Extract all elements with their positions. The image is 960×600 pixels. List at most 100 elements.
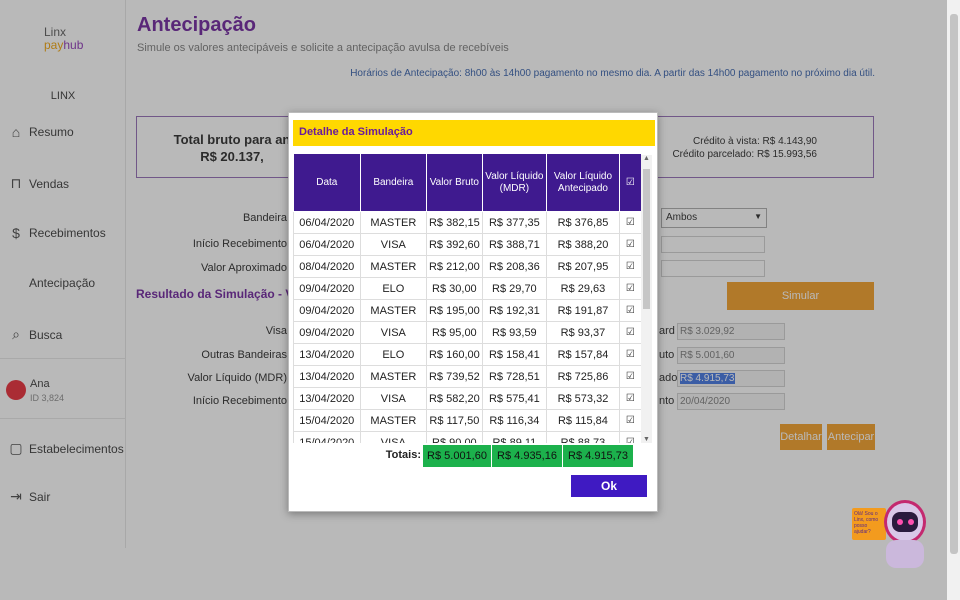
cell-bandeira: VISA: [359, 233, 428, 256]
sidebar-divider: [0, 418, 126, 419]
cell-data: 08/04/2020: [293, 255, 361, 278]
row-checkbox[interactable]: ☑: [618, 343, 643, 366]
shopping-bag-icon: ⊓: [10, 175, 22, 191]
cell-data: 09/04/2020: [293, 321, 361, 344]
simular-button[interactable]: Simular: [727, 282, 874, 310]
cell-valor-liquido: R$ 377,35: [481, 211, 548, 234]
logout-icon: ⇥: [10, 488, 22, 504]
row-checkbox[interactable]: ☑: [618, 409, 643, 432]
row-checkbox[interactable]: ☑: [618, 299, 643, 322]
row-checkbox[interactable]: ☑: [618, 211, 643, 234]
total-bruto-value: R$ 20.137,: [200, 149, 264, 164]
col-data[interactable]: Data: [293, 153, 361, 212]
cell-valor-antecipado: R$ 573,32: [546, 387, 620, 410]
modal-title: Detalhe da Simulação: [293, 120, 655, 146]
table-scrollbar-thumb[interactable]: [643, 169, 650, 309]
cell-valor-bruto: R$ 392,60: [426, 233, 483, 256]
simulation-table-wrapper: Data Bandeira Valor Bruto Valor Líquido …: [293, 153, 651, 443]
cell-valor-bruto: R$ 30,00: [426, 277, 483, 300]
valor-aproximado-field[interactable]: [661, 260, 765, 277]
page-scrollbar[interactable]: [947, 0, 960, 600]
inicio-recebimento-field[interactable]: [661, 236, 765, 253]
cell-valor-liquido: R$ 89,11: [481, 431, 548, 443]
table-row: 13/04/2020 ELO R$ 160,00 R$ 158,41 R$ 157,84…: [293, 343, 643, 366]
row-checkbox[interactable]: ☑: [618, 255, 643, 278]
simulation-table: Data Bandeira Valor Bruto Valor Líquido …: [293, 153, 643, 443]
sidebar-item-label: Antecipação: [29, 276, 96, 290]
cell-valor-antecipado: R$ 93,37: [546, 321, 620, 344]
detalhar-button[interactable]: Detalhar: [780, 424, 822, 450]
row-checkbox[interactable]: ☑: [618, 321, 643, 344]
avatar[interactable]: [6, 380, 26, 400]
cell-bandeira: MASTER: [359, 299, 428, 322]
cell-valor-antecipado: R$ 388,20: [546, 233, 620, 256]
page-scrollbar-thumb[interactable]: [950, 14, 958, 554]
credito-parcelado: Crédito parcelado: R$ 15.993,56: [672, 149, 817, 160]
cell-valor-bruto: R$ 160,00: [426, 343, 483, 366]
result-label-2: uto: [659, 349, 675, 361]
col-valor-bruto[interactable]: Valor Bruto: [426, 153, 483, 212]
outras-bandeiras-label: Outras Bandeiras: [201, 349, 287, 361]
col-bandeira[interactable]: Bandeira: [359, 153, 428, 212]
chatbot-widget[interactable]: Olá! Sou o Linx, como posso ajudar?: [852, 500, 932, 572]
cell-valor-liquido: R$ 29,70: [481, 277, 548, 300]
scroll-up-icon[interactable]: ▲: [643, 155, 650, 162]
scroll-down-icon[interactable]: ▼: [643, 436, 650, 443]
table-row: 09/04/2020 VISA R$ 95,00 R$ 93,59 R$ 93,37 ☑: [293, 321, 643, 344]
row-checkbox[interactable]: ☑: [618, 365, 643, 388]
page-title: Antecipação: [137, 14, 256, 36]
sidebar-item-antecipacao[interactable]: Antecipação: [29, 276, 95, 290]
result-label-1: ard: [659, 325, 675, 337]
cell-valor-liquido: R$ 192,31: [481, 299, 548, 322]
cell-valor-bruto: R$ 739,52: [426, 365, 483, 388]
sidebar-item-recebimentos[interactable]: $ Recebimentos: [8, 225, 106, 241]
total-bruto-label: Total bruto para an: [173, 132, 291, 147]
ok-button[interactable]: Ok: [571, 475, 647, 497]
chatbot-bubble[interactable]: Olá! Sou o Linx, como posso ajudar?: [852, 508, 886, 540]
sidebar-item-resumo[interactable]: ⌂ Resumo: [8, 124, 74, 140]
cell-valor-bruto: R$ 95,00: [426, 321, 483, 344]
cell-data: 13/04/2020: [293, 387, 361, 410]
bandeira-select[interactable]: Ambos ▼: [661, 208, 767, 228]
page-subtitle: Simule os valores antecipáveis e solicit…: [137, 42, 509, 54]
totals-label: Totais:: [385, 449, 421, 461]
row-checkbox[interactable]: ☑: [618, 277, 643, 300]
cell-valor-antecipado: R$ 207,95: [546, 255, 620, 278]
resultado-simulacao-title: Resultado da Simulação - Valor: [136, 287, 315, 301]
inicio-recebimento-result-label: Início Recebimento: [192, 395, 287, 407]
sidebar-item-busca[interactable]: ⌕ Busca: [8, 326, 62, 343]
cell-valor-liquido: R$ 575,41: [481, 387, 548, 410]
chevron-down-icon: ▼: [754, 212, 762, 221]
valor-aproximado-label: Valor Aproximado: [200, 262, 287, 274]
sidebar: Linx payhub LINX ⌂ Resumo ⊓ Vendas $ Rec…: [0, 0, 126, 548]
cell-valor-liquido: R$ 208,36: [481, 255, 548, 278]
table-row: 13/04/2020 MASTER R$ 739,52 R$ 728,51 R$ 725…: [293, 365, 643, 388]
row-checkbox[interactable]: ☑: [618, 233, 643, 256]
row-checkbox[interactable]: ☑: [618, 431, 643, 443]
cell-data: 06/04/2020: [293, 233, 361, 256]
simulation-table-body: 06/04/2020 MASTER R$ 382,15 R$ 377,35 R$ 376…: [293, 211, 643, 443]
sidebar-item-sair[interactable]: ⇥ Sair: [8, 488, 50, 505]
sidebar-item-label: Estabelecimentos: [29, 441, 124, 456]
result-field-3: R$ 4.915,73: [677, 370, 785, 387]
select-all-checkbox[interactable]: ☑: [618, 153, 643, 212]
sidebar-item-vendas[interactable]: ⊓ Vendas: [8, 175, 70, 192]
cell-bandeira: VISA: [359, 387, 428, 410]
cell-bandeira: VISA: [359, 321, 428, 344]
sidebar-item-estabelecimentos[interactable]: ▢ Estabelecimentos: [8, 440, 124, 457]
user-name: Ana: [30, 378, 50, 390]
cell-valor-liquido: R$ 388,71: [481, 233, 548, 256]
col-valor-liquido-antecipado[interactable]: Valor Líquido Antecipado: [546, 153, 620, 212]
sidebar-item-label: Resumo: [29, 125, 74, 139]
antecipar-button[interactable]: Antecipar: [827, 424, 875, 450]
cell-bandeira: MASTER: [359, 211, 428, 234]
table-scrollbar[interactable]: ▲ ▼: [641, 155, 652, 443]
inicio-recebimento-label: Início Recebimento: [192, 238, 287, 250]
cell-valor-liquido: R$ 158,41: [481, 343, 548, 366]
result-field-1: R$ 3.029,92: [677, 323, 785, 340]
row-checkbox[interactable]: ☑: [618, 387, 643, 410]
logo-pay-text: pay: [44, 38, 64, 52]
col-valor-liquido[interactable]: Valor Líquido (MDR): [481, 153, 548, 212]
robot-face: [892, 512, 918, 532]
store-icon: ▢: [9, 440, 23, 456]
